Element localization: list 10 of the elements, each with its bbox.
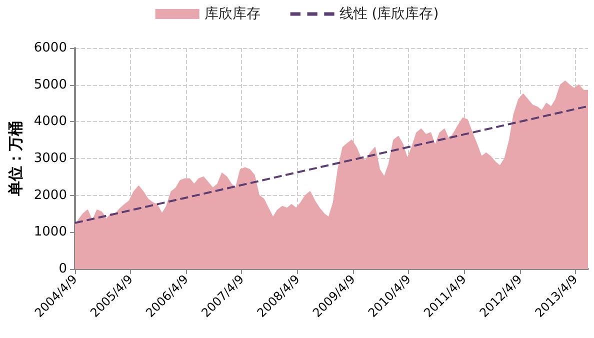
y-axis-title: 单位：万桶 (6, 121, 24, 197)
y-tick-label: 0 (58, 262, 67, 276)
legend-label: 线性 (库欣库存) (339, 6, 439, 22)
y-tick-label: 6000 (34, 40, 67, 56)
y-tick-label: 5000 (34, 77, 67, 92)
y-tick-label: 2000 (34, 188, 67, 203)
legend-label: 库欣库存 (204, 6, 260, 22)
y-tick-label: 1000 (34, 224, 67, 240)
y-tick-label: 4000 (34, 114, 67, 130)
y-tick-label: 3000 (34, 151, 67, 166)
